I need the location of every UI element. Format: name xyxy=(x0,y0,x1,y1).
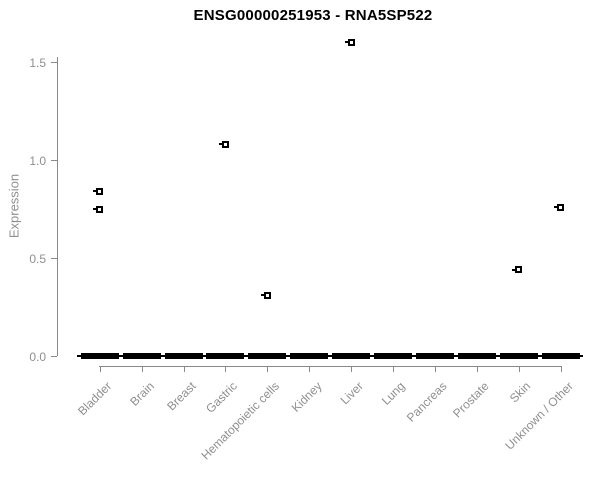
y-tick xyxy=(51,258,57,259)
x-category-label: Kidney xyxy=(288,379,325,415)
x-tick xyxy=(434,366,436,372)
x-tick xyxy=(476,366,478,372)
outlier-point-tick xyxy=(93,190,97,193)
x-category-label: Lung xyxy=(379,379,408,408)
outlier-point-tick xyxy=(512,268,516,271)
outlier-point xyxy=(93,187,104,195)
x-tick xyxy=(351,366,353,372)
outlier-point-tick xyxy=(93,208,97,210)
x-category-label: Prostate xyxy=(450,379,492,421)
boxplot-zero-bar xyxy=(290,353,329,359)
outlier-point xyxy=(260,291,271,299)
x-tick xyxy=(183,366,185,372)
x-category-label: Bladder xyxy=(75,379,115,419)
chart-title: ENSG00000251953 - RNA5SP522 xyxy=(193,7,433,24)
y-tick-label: 1.5 xyxy=(29,55,46,70)
outlier-point-tick xyxy=(344,41,349,44)
outlier-point xyxy=(218,140,229,148)
x-axis-line xyxy=(99,366,563,367)
x-tick xyxy=(560,366,562,372)
x-tick xyxy=(309,366,311,372)
x-category-label: Gastric xyxy=(203,379,241,416)
x-tick xyxy=(99,366,101,372)
outlier-point xyxy=(554,203,565,211)
outlier-point-tick xyxy=(218,143,223,146)
x-category-label: Breast xyxy=(163,379,199,414)
outlier-point-hole xyxy=(98,207,102,211)
y-tick xyxy=(51,356,57,357)
outlier-point-hole xyxy=(223,142,227,146)
outlier-point-hole xyxy=(265,293,269,297)
y-axis-line xyxy=(57,57,58,356)
outlier-point-hole xyxy=(98,189,102,193)
boxplot-zero-bar xyxy=(122,353,161,359)
outlier-point xyxy=(344,38,355,46)
x-tick xyxy=(267,366,269,372)
y-tick xyxy=(51,160,57,161)
boxplot-zero-bar xyxy=(499,353,538,359)
boxplot-zero-bar xyxy=(415,353,454,359)
boxplot-zero-bar xyxy=(206,353,245,359)
x-category-label: Hematopoietic cells xyxy=(198,379,283,463)
outlier-point xyxy=(93,205,104,213)
x-category-label: Liver xyxy=(337,379,367,408)
y-tick-label: 1.0 xyxy=(29,153,46,168)
boxplot-zero-bar xyxy=(457,353,496,359)
outlier-point xyxy=(512,266,523,274)
outlier-point-tick xyxy=(554,206,558,209)
boxplot-zero-bar xyxy=(374,353,412,359)
y-tick-label: 0.5 xyxy=(29,251,46,266)
outlier-point-hole xyxy=(517,268,521,272)
x-tick xyxy=(225,366,227,372)
outlier-point-hole xyxy=(349,40,353,44)
y-axis-title: Expression xyxy=(6,173,22,239)
x-tick xyxy=(141,366,143,372)
x-category-label: Brain xyxy=(126,379,157,409)
x-tick xyxy=(518,366,520,372)
boxplot-zero-bar xyxy=(248,353,287,359)
boxplot-zero-bar xyxy=(541,353,580,359)
outlier-point-hole xyxy=(559,205,563,209)
boxplot-zero-bar xyxy=(332,353,371,359)
boxplot-zero-bar xyxy=(80,353,119,359)
x-category-label: Skin xyxy=(507,379,534,406)
outlier-point-tick xyxy=(260,294,265,297)
boxplot-zero-bar xyxy=(164,353,203,359)
y-tick-label: 0.0 xyxy=(29,349,46,364)
x-category-label: Pancreas xyxy=(404,379,450,425)
y-tick xyxy=(51,62,57,63)
x-tick xyxy=(393,366,394,372)
